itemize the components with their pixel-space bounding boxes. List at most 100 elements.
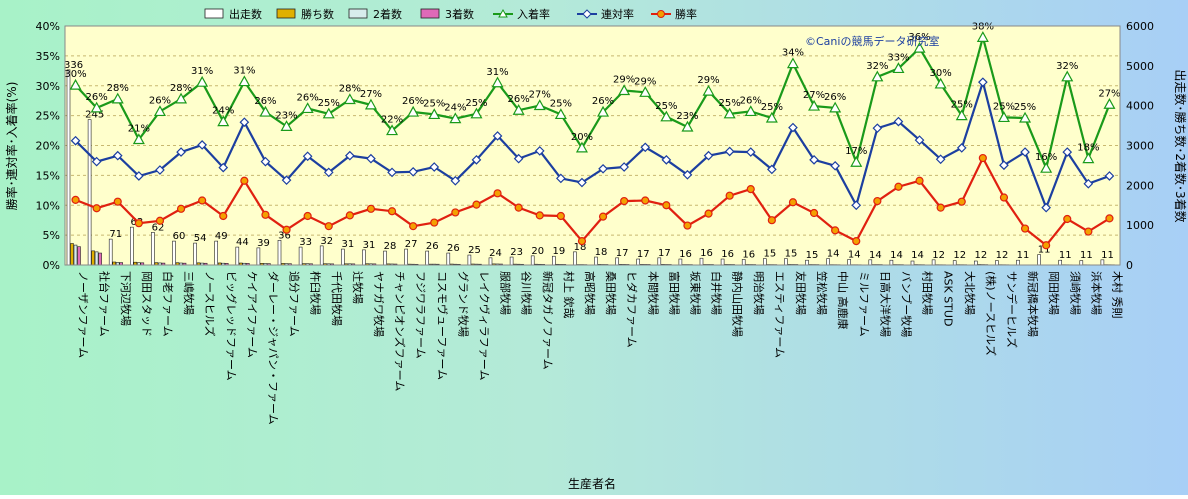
x-tick-label: 三嶋牧場 [182, 271, 196, 315]
bar-data-label: 14 [848, 249, 861, 260]
x-tick-label: 須崎牧場 [1068, 271, 1082, 315]
bar-0 [405, 249, 408, 265]
point-win-rate [367, 205, 374, 212]
bar-0 [911, 261, 914, 265]
point-win-rate [325, 223, 332, 230]
x-tick-label: 千代田牧場 [330, 271, 344, 326]
bar-0 [151, 232, 154, 265]
x-tick-label: エスティファーム [773, 271, 786, 358]
x-tick-label: 辻牧場 [351, 271, 365, 304]
line-data-label: 32% [866, 61, 888, 72]
y-tick-label-left: 40% [36, 20, 60, 33]
line-data-label: 28% [107, 83, 129, 94]
point-win-rate [937, 204, 944, 211]
x-tick-label: ASK STUD [942, 271, 955, 326]
point-win-rate [789, 199, 796, 206]
bar-3 [78, 247, 81, 265]
x-tick-label: 服部牧場 [499, 271, 513, 315]
point-win-rate [346, 212, 353, 219]
line-data-label: 31% [233, 66, 255, 77]
x-tick-label: 桑田牧場 [604, 271, 618, 315]
x-tick-label: ノースヒルズ [203, 271, 217, 336]
bar-data-label: 16 [700, 248, 713, 259]
point-win-rate [494, 190, 501, 197]
x-tick-label: バンブー牧場 [899, 271, 913, 337]
bar-data-label: 11 [1080, 250, 1093, 261]
bar-1 [71, 243, 74, 265]
bar-data-label: 11 [1101, 250, 1114, 261]
point-win-rate [389, 208, 396, 215]
x-tick-label: (株)ノースヒルズ [984, 271, 998, 356]
line-data-label: 26% [824, 92, 846, 103]
line-data-label: 30% [64, 69, 86, 80]
point-win-rate [958, 198, 965, 205]
bar-data-label: 15 [785, 249, 798, 260]
bar-0 [700, 258, 703, 265]
bar-data-label: 14 [890, 250, 903, 261]
bar-0 [1080, 261, 1083, 265]
point-win-rate [663, 202, 670, 209]
x-tick-label: 岡田スタッド [140, 271, 153, 337]
line-data-label: 25% [423, 98, 445, 109]
bar-data-label: 60 [173, 231, 186, 242]
y-tick-label-left: 15% [36, 169, 60, 182]
x-tick-label: 坂東牧場 [688, 271, 702, 315]
line-data-label: 16% [1035, 152, 1057, 163]
point-win-rate [768, 217, 775, 224]
line-data-label: 25% [465, 98, 487, 109]
bar-data-label: 16 [742, 249, 755, 260]
x-tick-label: 村田牧場 [921, 271, 935, 315]
point-win-rate [1064, 215, 1071, 222]
line-data-label: 21% [128, 124, 150, 135]
line-data-label: 27% [1098, 88, 1120, 99]
line-data-label: 25% [993, 101, 1015, 112]
legend-label: 出走数 [229, 7, 262, 21]
line-data-label: 27% [529, 89, 551, 100]
y-tick-label-left: 0% [43, 259, 60, 272]
bar-0 [109, 239, 112, 265]
bar-data-label: 11 [1059, 250, 1072, 261]
bar-data-label: 16 [679, 249, 692, 260]
line-data-label: 25% [1014, 102, 1036, 113]
bar-data-label: 26 [447, 243, 460, 254]
x-tick-label: 静内山田牧場 [731, 271, 745, 337]
point-win-rate [262, 211, 269, 218]
bar-0 [595, 257, 598, 265]
x-tick-label: 大北牧場 [963, 271, 977, 315]
point-win-rate [1022, 225, 1029, 232]
x-tick-label: 白井牧場 [710, 271, 724, 315]
legend-swatch [349, 9, 367, 18]
point-win-rate [684, 222, 691, 229]
y-tick-label-left: 35% [36, 50, 60, 63]
bar-data-label: 54 [194, 233, 207, 244]
point-win-rate [515, 204, 522, 211]
bar-0 [362, 250, 365, 265]
bar-0 [173, 241, 176, 265]
line-data-label: 25% [318, 98, 340, 109]
y-tick-label-left: 25% [36, 110, 60, 123]
bar-0 [236, 247, 239, 265]
bar-0 [320, 246, 323, 265]
x-tick-label: 中山 高鹿康 [836, 271, 850, 330]
bar-0 [299, 247, 302, 265]
legend-swatch [277, 9, 295, 18]
bar-data-label: 14 [869, 250, 882, 261]
x-tick-label: グランド牧場 [456, 271, 470, 337]
bar-data-label: 12 [953, 250, 966, 261]
bar-data-label: 15 [806, 250, 819, 261]
line-data-label: 20% [571, 132, 593, 143]
bar-data-label: 14 [827, 249, 840, 260]
line-data-label: 26% [592, 96, 614, 107]
bar-2 [74, 245, 77, 265]
point-win-rate [578, 238, 585, 245]
x-tick-label: 白老ファーム [161, 271, 175, 337]
x-tick-label: フジワラファーム [414, 271, 427, 359]
y-tick-label-right: 0 [1126, 259, 1133, 272]
bar-0 [953, 261, 956, 265]
legend-label: 入着率 [517, 7, 550, 21]
watermark: ©Caniの競馬データ研究室 [805, 34, 939, 48]
line-data-label: 29% [634, 76, 656, 87]
x-tick-label: 高昭牧場 [583, 271, 597, 315]
bar-0 [995, 261, 998, 265]
legend-label: 2着数 [373, 7, 402, 21]
